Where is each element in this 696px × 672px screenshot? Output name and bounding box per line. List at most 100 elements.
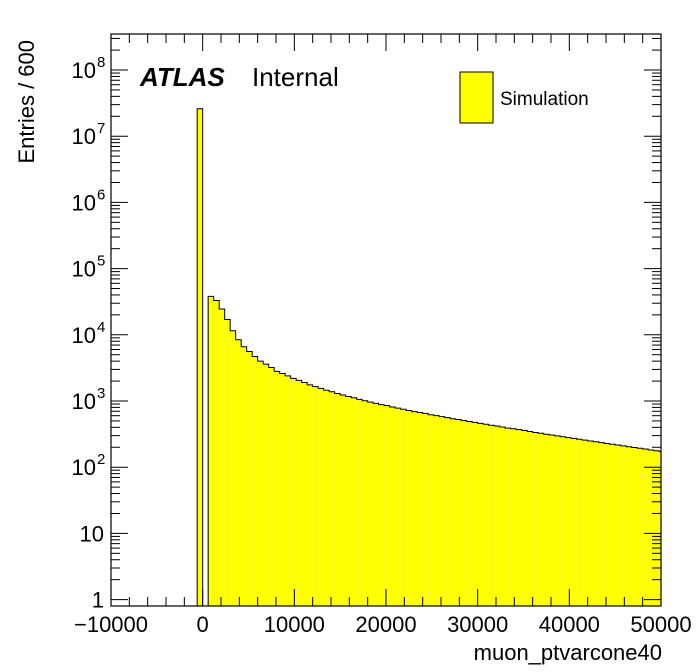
histogram-bar bbox=[505, 428, 511, 606]
histogram-bar bbox=[626, 446, 632, 606]
histogram-bar bbox=[219, 309, 225, 606]
histogram-bar bbox=[576, 439, 583, 606]
y-tick-label: 10 bbox=[72, 124, 96, 149]
y-tick-exponent: 3 bbox=[97, 385, 105, 402]
internal-label: Internal bbox=[252, 62, 339, 92]
histogram-bar bbox=[587, 440, 594, 606]
histogram-bar bbox=[389, 407, 396, 606]
histogram-bar bbox=[565, 437, 572, 606]
y-tick-label: 10 bbox=[72, 389, 96, 414]
y-tick-label: 10 bbox=[72, 190, 96, 215]
plot-frame bbox=[110, 33, 662, 607]
histogram-bar bbox=[527, 431, 533, 606]
histogram-bar bbox=[604, 443, 610, 606]
histogram-bar bbox=[301, 382, 308, 606]
y-tick-exponent: 7 bbox=[97, 120, 105, 137]
histogram-bar bbox=[582, 440, 588, 606]
histogram-bar bbox=[351, 397, 357, 606]
histogram-bar bbox=[246, 351, 253, 606]
histogram-bar bbox=[477, 423, 484, 606]
histogram-bar bbox=[483, 424, 489, 606]
histogram-bar bbox=[395, 408, 401, 606]
histogram-bar bbox=[378, 404, 385, 606]
histogram-bar bbox=[373, 403, 379, 606]
histogram-bar bbox=[516, 429, 522, 606]
x-tick-label: 30000 bbox=[447, 612, 508, 637]
histogram-bar bbox=[499, 426, 506, 606]
x-tick-label: 10000 bbox=[264, 612, 325, 637]
x-tick-label: 50000 bbox=[630, 612, 691, 637]
histogram-bar bbox=[345, 396, 352, 606]
histogram-bar bbox=[334, 393, 341, 606]
histogram-bar bbox=[263, 364, 269, 606]
histogram-bar bbox=[241, 346, 247, 606]
histogram-bar bbox=[615, 445, 621, 606]
histogram-bar bbox=[433, 415, 440, 606]
histogram-bar bbox=[439, 416, 445, 606]
histogram-bar bbox=[417, 412, 423, 606]
histogram-bar bbox=[356, 399, 363, 606]
histogram-bar bbox=[450, 418, 456, 606]
histogram-bar bbox=[411, 411, 418, 606]
histogram-bar bbox=[274, 371, 280, 606]
histogram-bar bbox=[268, 367, 275, 606]
histogram-bars bbox=[196, 108, 661, 607]
histogram-bar bbox=[521, 430, 528, 606]
y-tick-label: 10 bbox=[72, 323, 96, 348]
histogram-bar bbox=[367, 402, 374, 606]
y-tick-label: 10 bbox=[72, 58, 96, 83]
histogram-bar bbox=[593, 441, 599, 606]
histogram-bar bbox=[637, 448, 643, 606]
atlas-label: ATLAS bbox=[139, 62, 225, 92]
histogram-bar bbox=[455, 419, 462, 606]
histogram-bar bbox=[406, 410, 412, 606]
y-tick-label: 10 bbox=[72, 455, 96, 480]
histogram-bar bbox=[323, 390, 330, 606]
histogram-bar bbox=[329, 391, 335, 606]
histogram-bar bbox=[400, 409, 407, 606]
histogram-bar bbox=[571, 438, 577, 606]
histogram-bar bbox=[196, 108, 204, 607]
x-tick-label: 0 bbox=[197, 612, 209, 637]
legend: Simulation bbox=[459, 71, 589, 124]
y-tick-label: 1 bbox=[92, 588, 104, 613]
histogram-bar bbox=[208, 296, 214, 606]
histogram-bar bbox=[653, 450, 660, 606]
histogram-bar bbox=[279, 373, 286, 606]
histogram-bar bbox=[307, 384, 313, 606]
legend-label-simulation: Simulation bbox=[500, 89, 589, 110]
histogram-bar bbox=[466, 421, 473, 606]
histogram-bar bbox=[598, 442, 605, 606]
histogram-bar bbox=[296, 380, 302, 606]
histogram-bar bbox=[312, 386, 319, 606]
histogram-bar bbox=[488, 425, 495, 606]
histogram-bar bbox=[560, 436, 566, 606]
histogram-bar bbox=[252, 356, 258, 606]
histogram-bar bbox=[510, 428, 517, 606]
histogram-bar bbox=[290, 378, 297, 606]
y-tick-label: 10 bbox=[80, 521, 104, 546]
histogram-bar bbox=[532, 432, 539, 606]
histogram-bar bbox=[554, 435, 561, 606]
histogram-bar bbox=[340, 395, 346, 606]
histogram-bar bbox=[494, 425, 500, 606]
y-tick-exponent: 5 bbox=[97, 253, 105, 270]
x-tick-label: −10000 bbox=[74, 612, 148, 637]
histogram-bar bbox=[235, 339, 242, 606]
x-axis-title: muon_ptvarcone40 bbox=[474, 640, 662, 665]
histogram-bar bbox=[648, 449, 654, 606]
histogram-bar bbox=[538, 433, 544, 606]
y-tick-exponent: 8 bbox=[97, 54, 105, 71]
histogram-bar bbox=[620, 445, 627, 606]
histogram-bar bbox=[444, 417, 451, 606]
histogram-bar bbox=[461, 420, 467, 606]
histogram-bar bbox=[285, 375, 291, 606]
histogram-bar bbox=[318, 388, 324, 606]
histogram-bar bbox=[362, 400, 368, 606]
histogram-bar bbox=[384, 405, 390, 606]
histogram-outline bbox=[207, 295, 661, 606]
y-axis-title: Entries / 600 bbox=[14, 40, 39, 164]
histogram-bar bbox=[472, 422, 478, 606]
